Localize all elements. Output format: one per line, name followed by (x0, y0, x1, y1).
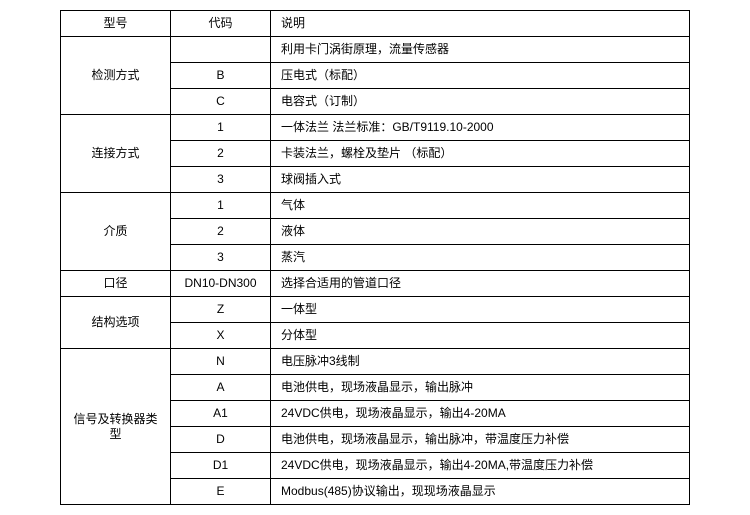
detection-desc-1: 电容式（订制） (271, 89, 690, 115)
structure-code-0: Z (171, 297, 271, 323)
connection-desc-1: 卡装法兰，螺栓及垫片 （标配） (271, 141, 690, 167)
caliber-row: 口径 DN10-DN300 选择合适用的管道口径 (61, 271, 690, 297)
connection-row-0: 连接方式 1 一体法兰 法兰标准：GB/T9119.10-2000 (61, 115, 690, 141)
caliber-desc: 选择合适用的管道口径 (271, 271, 690, 297)
principle-code (171, 37, 271, 63)
detection-code-0: B (171, 63, 271, 89)
caliber-code: DN10-DN300 (171, 271, 271, 297)
connection-code-2: 3 (171, 167, 271, 193)
signal-desc-2: 24VDC供电，现场液晶显示，输出4-20MA (271, 401, 690, 427)
spec-table: 型号 代码 说明 检测方式 利用卡门涡街原理，流量传感器 B 压电式（标配） C… (60, 10, 690, 505)
principle-desc: 利用卡门涡街原理，流量传感器 (271, 37, 690, 63)
connection-code-0: 1 (171, 115, 271, 141)
medium-code-1: 2 (171, 219, 271, 245)
signal-code-4: D1 (171, 453, 271, 479)
signal-code-5: E (171, 479, 271, 505)
medium-desc-1: 液体 (271, 219, 690, 245)
signal-code-3: D (171, 427, 271, 453)
signal-label: 信号及转换器类型 (61, 349, 171, 505)
signal-desc-1: 电池供电，现场液晶显示，输出脉冲 (271, 375, 690, 401)
medium-desc-2: 蒸汽 (271, 245, 690, 271)
signal-desc-0: 电压脉冲3线制 (271, 349, 690, 375)
header-code: 代码 (171, 11, 271, 37)
detection-desc-0: 压电式（标配） (271, 63, 690, 89)
medium-code-2: 3 (171, 245, 271, 271)
signal-row-0: 信号及转换器类型 N 电压脉冲3线制 (61, 349, 690, 375)
connection-desc-2: 球阀插入式 (271, 167, 690, 193)
header-model: 型号 (61, 11, 171, 37)
connection-code-1: 2 (171, 141, 271, 167)
signal-code-0: N (171, 349, 271, 375)
structure-label: 结构选项 (61, 297, 171, 349)
detection-code-1: C (171, 89, 271, 115)
header-row: 型号 代码 说明 (61, 11, 690, 37)
detection-label: 检测方式 (61, 37, 171, 115)
medium-desc-0: 气体 (271, 193, 690, 219)
connection-desc-0: 一体法兰 法兰标准：GB/T9119.10-2000 (271, 115, 690, 141)
structure-row-0: 结构选项 Z 一体型 (61, 297, 690, 323)
medium-row-0: 介质 1 气体 (61, 193, 690, 219)
signal-code-1: A (171, 375, 271, 401)
structure-code-1: X (171, 323, 271, 349)
structure-desc-0: 一体型 (271, 297, 690, 323)
structure-desc-1: 分体型 (271, 323, 690, 349)
medium-code-0: 1 (171, 193, 271, 219)
signal-desc-5: Modbus(485)协议输出，现现场液晶显示 (271, 479, 690, 505)
signal-desc-3: 电池供电，现场液晶显示，输出脉冲，带温度压力补偿 (271, 427, 690, 453)
caliber-label: 口径 (61, 271, 171, 297)
signal-code-2: A1 (171, 401, 271, 427)
header-desc: 说明 (271, 11, 690, 37)
connection-label: 连接方式 (61, 115, 171, 193)
medium-label: 介质 (61, 193, 171, 271)
signal-desc-4: 24VDC供电，现场液晶显示，输出4-20MA,带温度压力补偿 (271, 453, 690, 479)
principle-row: 检测方式 利用卡门涡街原理，流量传感器 (61, 37, 690, 63)
